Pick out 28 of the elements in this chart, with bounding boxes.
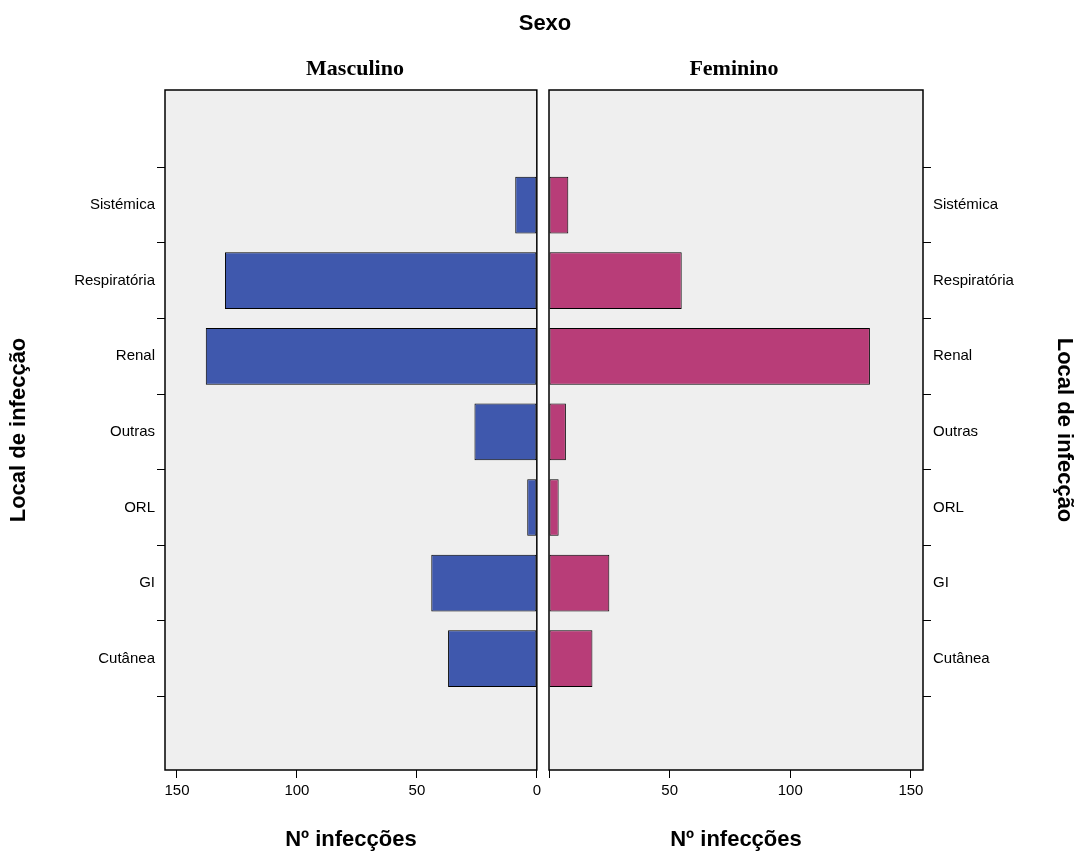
y-tick-label: Respiratória [933, 270, 1015, 288]
y-tick-label: GI [933, 573, 949, 591]
x-axis-title: Nº infecções [670, 825, 802, 851]
x-tick-label: 150 [898, 781, 924, 799]
y-tick-label: ORL [933, 497, 964, 515]
x-tick-label: 100 [777, 781, 803, 799]
y-tick-label: Respiratória [74, 270, 156, 288]
chart-title: Sexo [518, 10, 572, 36]
x-tick-label: 100 [284, 781, 310, 799]
x-axis-title: Nº infecções [285, 825, 417, 851]
chart-subtitle: Feminino [689, 55, 779, 81]
y-tick-label: ORL [124, 497, 155, 515]
y-axis-title: Local de infecção [1052, 337, 1078, 523]
x-tick-label: 0 [532, 781, 541, 799]
x-tick-label: 150 [164, 781, 190, 799]
y-tick-label: GI [139, 573, 155, 591]
y-axis-title: Local de infecção [5, 337, 31, 523]
y-tick-label: Outras [933, 422, 979, 440]
y-tick-label: Sistémica [89, 195, 156, 213]
y-tick-label: Renal [115, 346, 155, 364]
y-tick-label: Cutânea [933, 648, 991, 666]
x-tick-label: 50 [408, 781, 426, 799]
y-tick-label: Sistémica [933, 195, 999, 213]
y-tick-label: Cutânea [98, 648, 156, 666]
x-tick-label: 50 [661, 781, 678, 799]
y-tick-label: Renal [933, 346, 973, 364]
chart-subtitle: Masculino [306, 55, 404, 81]
y-tick-label: Outras [109, 422, 155, 440]
